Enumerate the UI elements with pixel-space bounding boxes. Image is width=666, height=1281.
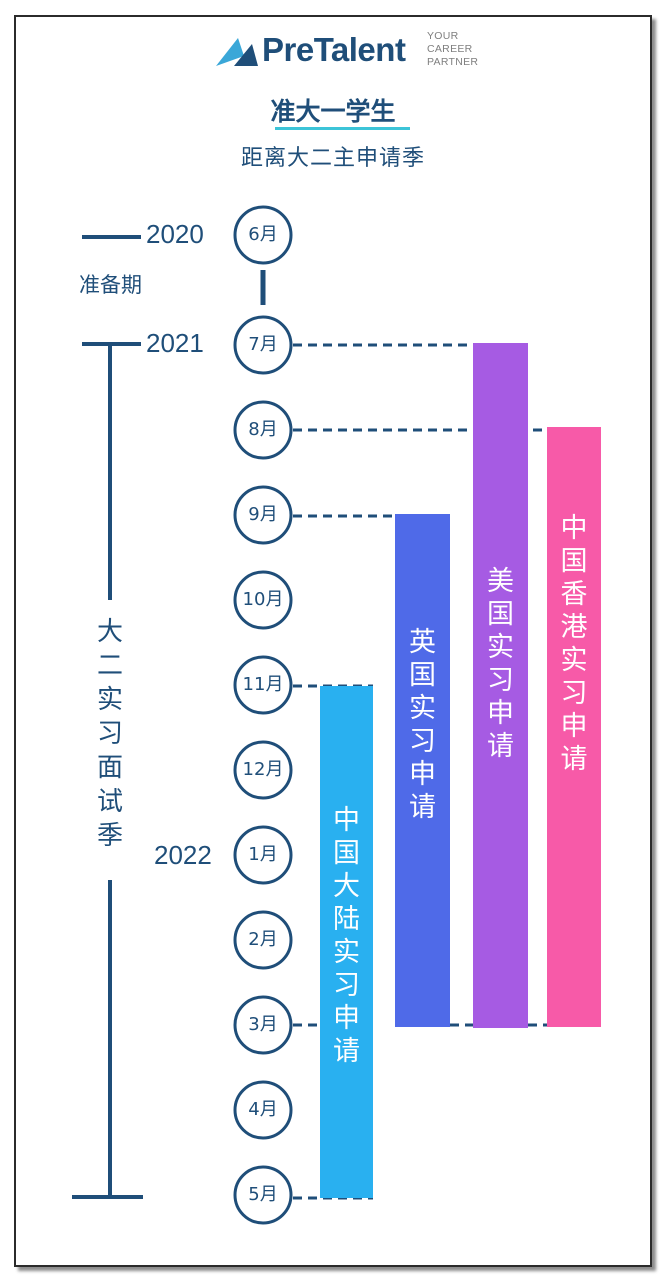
month-label: 2月	[248, 929, 278, 950]
month-label: 10月	[242, 589, 284, 610]
bar-hong-kong: 中国香港实习申请	[547, 427, 601, 1027]
month-label: 4月	[248, 1099, 278, 1120]
bar-label: 中国香港实习申请	[560, 513, 588, 775]
logo-mark-icon	[216, 38, 258, 66]
month-label: 12月	[242, 759, 284, 780]
year-2022: 2022	[154, 840, 212, 870]
month-label: 9月	[248, 504, 278, 525]
month-circle	[233, 1080, 293, 1140]
bar-usa: 美国实习申请	[473, 343, 528, 1028]
page-title: 准大一学生	[270, 97, 396, 126]
brand-tagline-3: PARTNER	[427, 56, 479, 68]
prep-period-label: 准备期	[79, 273, 142, 297]
bar-label: 英国实习申请	[409, 627, 436, 823]
month-label: 6月	[248, 224, 278, 245]
month-circle	[233, 740, 293, 800]
month-circle	[233, 995, 293, 1055]
page-subtitle: 距离大二主申请季	[240, 146, 425, 171]
year-2021: 2021	[146, 328, 204, 358]
month-circle	[233, 825, 293, 885]
month-label: 1月	[248, 844, 278, 865]
month-circle	[233, 1165, 293, 1225]
month-label: 11月	[242, 674, 284, 695]
brand-tagline-1: YOUR	[427, 30, 459, 42]
month-circle	[233, 315, 293, 375]
brand-tagline-2: CAREER	[427, 43, 473, 55]
month-circles	[233, 205, 293, 1225]
bar-mainland-china: 中国大陆实习申请	[320, 686, 373, 1198]
month-circle	[233, 485, 293, 545]
bar-uk: 英国实习申请	[395, 514, 450, 1027]
month-circle	[233, 910, 293, 970]
month-circle	[233, 655, 293, 715]
month-circle	[233, 205, 293, 265]
bar-label: 美国实习申请	[487, 566, 514, 762]
month-circle	[233, 400, 293, 460]
brand-name: PreTalent	[262, 31, 406, 68]
title-underline	[275, 127, 410, 130]
month-label: 3月	[248, 1014, 278, 1035]
year-2020: 2020	[146, 219, 204, 249]
season-label: 大二实习面试季	[96, 617, 123, 851]
month-label: 7月	[248, 334, 278, 355]
bar-label: 中国大陆实习申请	[333, 805, 360, 1067]
month-circle	[233, 570, 293, 630]
month-label: 5月	[248, 1184, 278, 1205]
month-label: 8月	[248, 419, 278, 440]
